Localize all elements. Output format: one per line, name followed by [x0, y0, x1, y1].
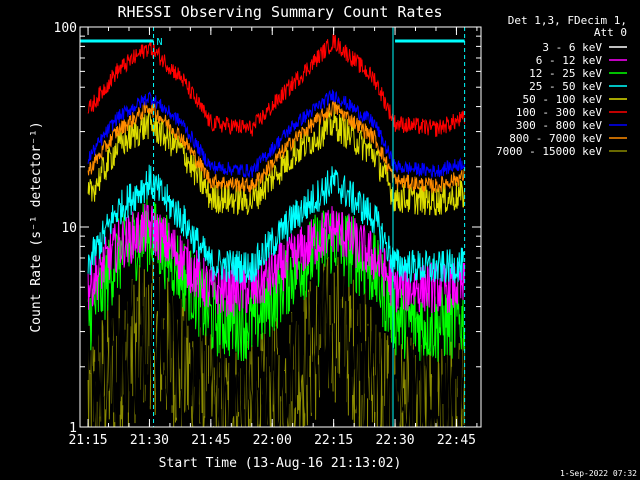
- legend-entry-label: 800 - 7000 keV: [509, 132, 602, 145]
- series-line-800-7000-kev: [87, 99, 466, 194]
- chart-title: RHESSI Observing Summary Count Rates: [117, 3, 442, 21]
- series-line-50-100-kev: [87, 107, 466, 216]
- y-axis-label: Count Rate (s⁻¹ detector⁻¹): [29, 121, 44, 332]
- series-line-300-800-kev: [87, 89, 466, 179]
- y-tick-label: 100: [54, 21, 77, 36]
- legend-entry-label: 6 - 12 keV: [536, 54, 603, 67]
- y-tick-label: 10: [61, 221, 77, 236]
- x-tick-label: 22:00: [253, 433, 292, 448]
- x-axis-label: Start Time (13-Aug-16 21:13:02): [159, 456, 402, 471]
- x-tick-label: 22:30: [375, 433, 414, 448]
- y-tick-label: 1: [69, 421, 77, 436]
- legend-entry-label: 50 - 100 keV: [523, 93, 603, 106]
- series-line-100-300-kev: [87, 34, 466, 137]
- x-tick-label: 21:45: [191, 433, 230, 448]
- footer-timestamp: 1-Sep-2022 07:32: [560, 469, 637, 478]
- x-tick-label: 22:45: [437, 433, 476, 448]
- axis-layer: 21:15 21:30 21:45 22:00 22:15 22:30 22:45 1 10 10…: [54, 21, 481, 448]
- legend-entry-label: 100 - 300 keV: [516, 106, 602, 119]
- legend-header-line: Det 1,3, FDecim 1,: [508, 14, 627, 27]
- legend-entry-label: 12 - 25 keV: [529, 67, 602, 80]
- legend-entry-label: 25 - 50 keV: [529, 80, 602, 93]
- annotation-layer: N: [80, 27, 466, 427]
- plot-area: [87, 34, 466, 429]
- y-axis-label-text: Count Rate (s⁻¹ detector⁻¹): [29, 121, 44, 332]
- x-tick-label: 21:30: [130, 433, 169, 448]
- legend-entry-label: 3 - 6 keV: [542, 41, 602, 54]
- saa-bar-label: N: [157, 37, 163, 48]
- x-tick-label: 22:15: [314, 433, 353, 448]
- series-line-3-6-kev: [87, 256, 466, 429]
- series-line-6-12-kev: [87, 203, 466, 317]
- x-tick-label: 21:15: [68, 433, 107, 448]
- legend-entry-label: 7000 - 15000 keV: [496, 145, 602, 158]
- legend-entry-label: 300 - 800 keV: [516, 119, 602, 132]
- series-line-25-50-kev: [87, 164, 466, 284]
- legend-header-line: Att 0: [594, 26, 627, 39]
